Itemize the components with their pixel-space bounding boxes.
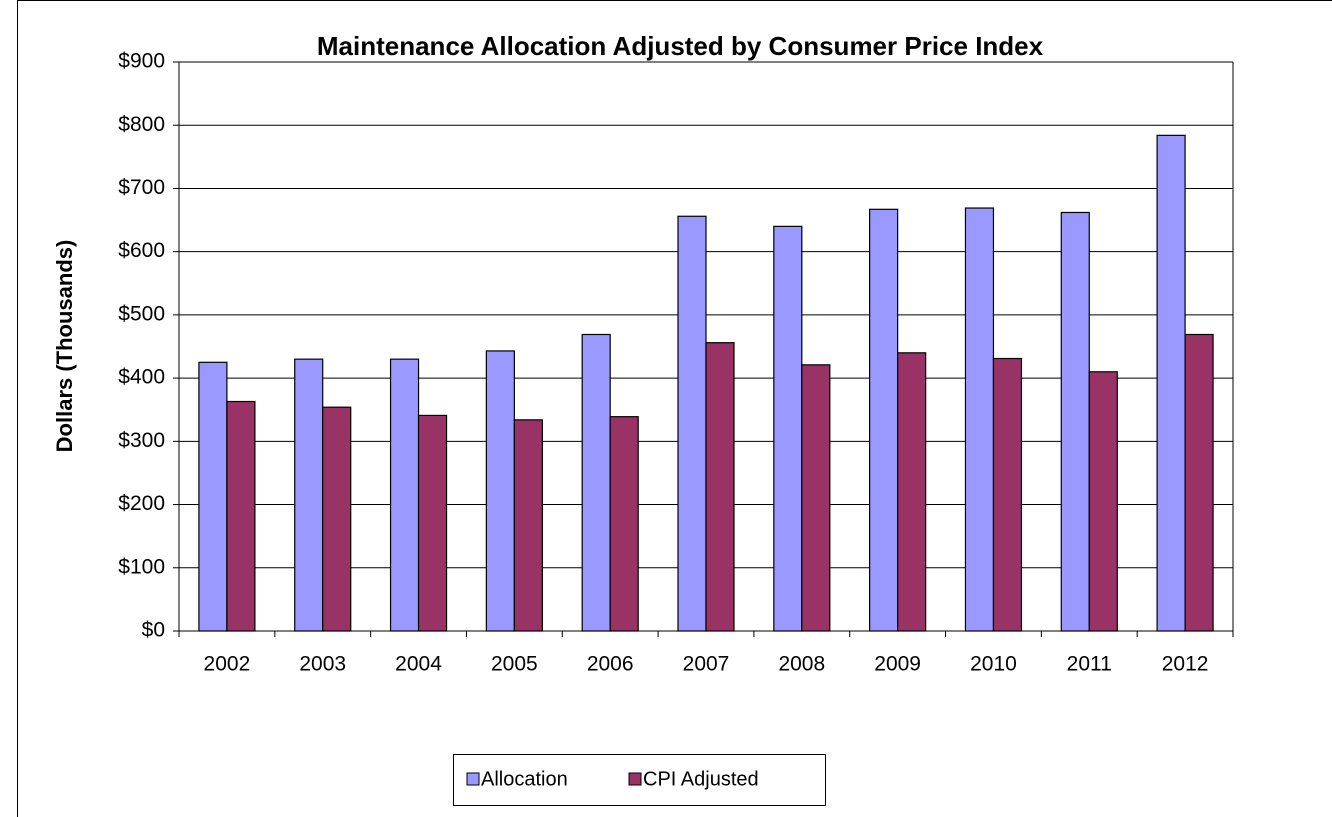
x-tick-label: 2007 [683,653,730,676]
y-tick-label: $500 [118,302,165,325]
bar [226,400,256,632]
bar [801,364,831,632]
x-tick-label: 2010 [970,653,1017,676]
bar [1184,333,1214,632]
y-tick-label: $200 [118,492,165,515]
bar [581,333,611,632]
bar [869,208,899,632]
bar [322,406,352,632]
bar [1088,371,1118,632]
legend-swatch [628,772,642,786]
legend-label: Allocation [481,768,568,790]
bar [609,416,639,632]
legend-swatch [466,772,480,786]
bar [705,342,735,632]
bar [964,207,995,632]
y-tick-label: $400 [118,366,165,389]
chart-title: Maintenance Allocation Adjusted by Consu… [317,31,1044,61]
x-tick-label: 2009 [874,653,921,676]
x-tick-label: 2002 [204,653,251,676]
y-tick-label: $700 [118,176,165,199]
bar [294,358,324,632]
y-tick-label: $900 [118,50,165,73]
y-tick-label: $300 [118,429,165,452]
x-tick-label: 2012 [1162,653,1209,676]
y-tick-label: $600 [118,239,165,262]
x-tick-label: 2006 [587,653,634,676]
y-axis-label: Dollars (Thousands) [52,240,77,453]
bar [677,215,707,632]
x-tick-label: 2005 [491,653,538,676]
bar [773,225,803,632]
y-tick-label: $0 [142,619,165,642]
bar [992,357,1023,632]
bar [1156,134,1186,632]
bar [897,352,927,632]
x-tick-label: 2004 [395,653,442,676]
bar [389,358,420,632]
x-tick-label: 2011 [1067,653,1112,676]
bar [417,414,448,632]
y-tick-label: $100 [118,555,165,578]
bar [513,419,543,632]
bar [198,361,228,632]
bar [485,350,515,632]
legend-label: CPI Adjusted [643,768,759,790]
y-tick-label: $800 [118,113,165,136]
x-tick-label: 2003 [299,653,346,676]
bar [1060,211,1090,632]
x-tick-label: 2008 [778,653,825,676]
